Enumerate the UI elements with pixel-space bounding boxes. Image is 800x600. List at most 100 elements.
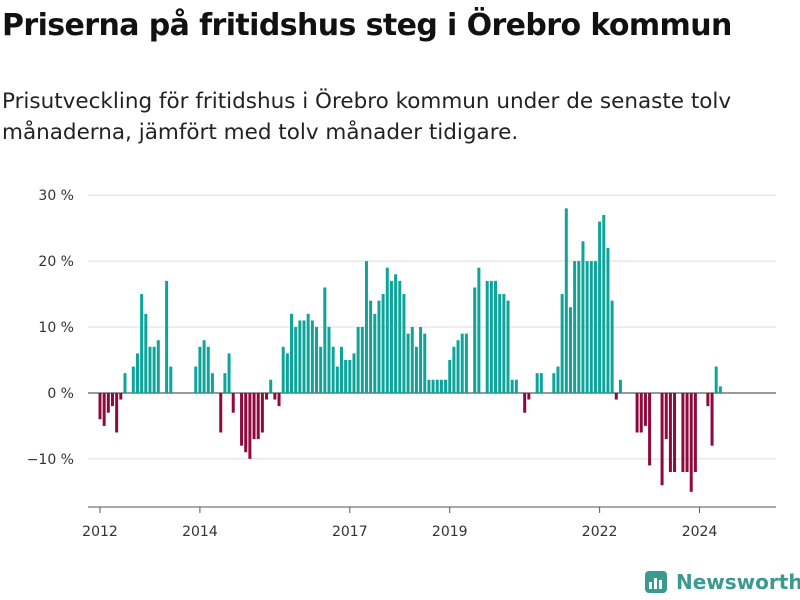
bar <box>552 373 556 393</box>
bar <box>444 379 448 393</box>
axes <box>88 506 776 513</box>
bar <box>115 392 119 433</box>
bar <box>331 346 335 393</box>
y-tick-label: −10 % <box>27 452 74 468</box>
bar <box>685 392 689 473</box>
x-tick-label: 2014 <box>182 524 218 540</box>
bar <box>419 327 423 393</box>
bar <box>102 392 106 426</box>
bar <box>714 366 718 393</box>
bar <box>360 327 364 393</box>
bar <box>464 333 468 393</box>
bar <box>223 373 227 393</box>
x-tick-label: 2024 <box>682 524 718 540</box>
bar <box>356 327 360 393</box>
bar <box>614 392 618 400</box>
bar <box>294 327 298 393</box>
bar <box>448 359 452 393</box>
bar <box>585 261 589 393</box>
bar <box>406 333 410 393</box>
bar <box>718 386 722 393</box>
bar <box>660 392 664 486</box>
bar <box>527 392 531 400</box>
bar <box>581 241 585 393</box>
bar <box>643 392 647 426</box>
bar <box>535 373 539 393</box>
bar <box>673 392 677 473</box>
x-tick-label: 2017 <box>332 524 368 540</box>
bar <box>244 392 248 453</box>
bar <box>610 300 614 393</box>
bar <box>240 392 244 446</box>
bar <box>219 392 223 433</box>
bar <box>373 313 377 393</box>
x-tick-label: 2019 <box>432 524 468 540</box>
bar <box>414 346 418 393</box>
bar <box>106 392 110 413</box>
bar <box>523 392 527 413</box>
bar <box>681 392 685 473</box>
bar <box>364 261 368 393</box>
bar <box>564 208 568 393</box>
bar <box>589 261 593 393</box>
bar <box>256 392 260 440</box>
bar <box>494 280 498 393</box>
bar <box>265 392 269 400</box>
bar <box>252 392 256 440</box>
bar <box>510 379 514 393</box>
bar <box>435 379 439 393</box>
bar <box>577 261 581 393</box>
bar <box>269 379 273 393</box>
bar <box>110 392 114 407</box>
bar <box>410 327 414 393</box>
bar <box>573 261 577 393</box>
bar <box>169 366 173 393</box>
bar <box>202 340 206 393</box>
bar <box>452 346 456 393</box>
bar <box>194 366 198 393</box>
bar <box>298 320 302 393</box>
y-tick-label: 10 % <box>38 320 74 336</box>
bar <box>381 294 385 393</box>
bar <box>593 261 597 393</box>
bar <box>119 392 123 400</box>
bar <box>227 353 231 393</box>
bar <box>148 346 152 393</box>
bar <box>144 313 148 393</box>
bar <box>635 392 639 433</box>
y-tick-label: 0 % <box>47 386 74 402</box>
bar <box>489 280 493 393</box>
tick-labels: −10 % 0 % 10 % 20 % 30 % 2012 2014 2017 2019 2022… <box>27 0 756 540</box>
bar <box>131 366 135 393</box>
gridlines <box>88 194 776 460</box>
bar <box>498 294 502 393</box>
bar <box>668 392 672 473</box>
bar <box>639 392 643 433</box>
bar <box>310 320 314 393</box>
bar <box>327 327 331 393</box>
bar <box>319 346 323 393</box>
bar <box>710 392 714 446</box>
bar <box>568 307 572 393</box>
bar <box>210 373 214 393</box>
bar <box>556 366 560 393</box>
bar <box>477 267 481 393</box>
bar <box>389 280 393 393</box>
chart-bars <box>98 208 722 492</box>
bar <box>664 392 668 440</box>
bar <box>156 340 160 393</box>
bar <box>648 392 652 466</box>
bar <box>377 300 381 393</box>
y-tick-label: 30 % <box>38 188 74 204</box>
bar <box>394 274 398 393</box>
bar <box>431 379 435 393</box>
bar <box>439 379 443 393</box>
chart-subtitle: Prisutveckling för fritidshus i Örebro k… <box>2 89 732 145</box>
bar <box>369 300 373 393</box>
bar <box>689 392 693 492</box>
bar <box>618 379 622 393</box>
bar <box>302 320 306 393</box>
newsworthy-logo-icon <box>645 571 667 593</box>
bar <box>152 346 156 393</box>
